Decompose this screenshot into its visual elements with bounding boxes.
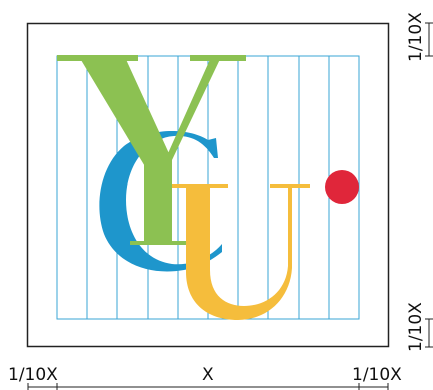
outer-frame — [26, 22, 390, 348]
y-right-arm — [165, 55, 222, 160]
u-right-serif — [270, 184, 310, 188]
letter-c — [99, 130, 222, 272]
red-dot — [325, 170, 359, 204]
right-margin-label: 1/10X — [352, 365, 402, 385]
letter-y — [57, 55, 246, 245]
y-stem — [144, 160, 172, 244]
u-bowl — [186, 188, 292, 320]
u-left-serif — [172, 184, 228, 188]
y-base-serif — [130, 241, 190, 245]
width-label: X — [202, 365, 214, 385]
y-left-arm — [78, 55, 172, 178]
right-dimension — [425, 22, 433, 348]
bottom-dimension — [27, 383, 389, 390]
letter-u — [172, 184, 310, 320]
bottom-margin-label: 1/10X — [406, 302, 426, 352]
left-margin-label: 1/10X — [8, 365, 58, 385]
y-right-serif — [190, 55, 246, 61]
top-margin-label: 1/10X — [406, 12, 426, 62]
